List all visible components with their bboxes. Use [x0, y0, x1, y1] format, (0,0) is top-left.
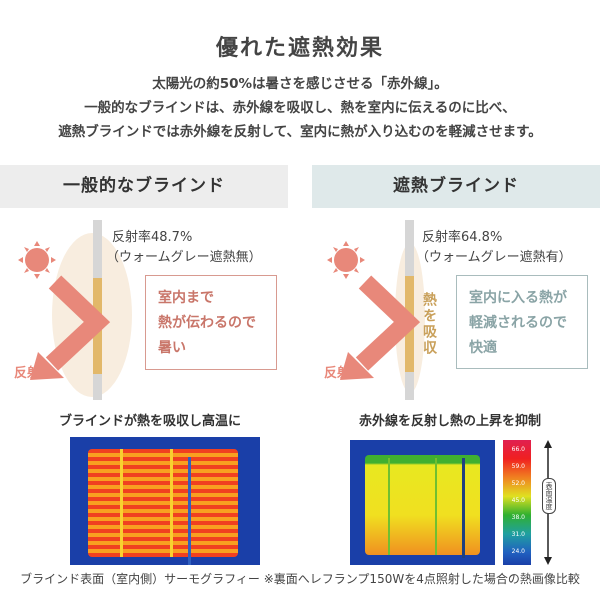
scale-tick: 59.0	[511, 463, 525, 470]
scale-label: 表面温度	[542, 478, 556, 514]
left-diagram	[18, 220, 132, 400]
left-caption: ブラインドが熱を吸収し高温に	[58, 414, 241, 429]
page-title: 優れた遮熱効果	[215, 36, 384, 61]
message-line: 暑い	[158, 340, 186, 356]
right-header: 遮熱ブラインド	[312, 165, 600, 208]
message-line: 快適	[469, 340, 497, 356]
scale-tick: 45.0	[511, 497, 525, 504]
lead-line-1: 太陽光の約50%は暑さを感じさせる「赤外線」。	[152, 76, 448, 92]
temperature-scale: 66.0 59.0 52.0 45.0 38.0 31.0 24.0	[503, 440, 531, 565]
left-message-box: 室内まで 熱が伝わるので 暑い	[145, 275, 277, 370]
absorb-label: 熱を吸収	[421, 292, 437, 356]
arrow-head	[30, 352, 64, 380]
right-reflect-label: 反射	[324, 366, 351, 381]
right-product: （ウォームグレー遮熱有）	[416, 250, 572, 265]
sun-icon	[327, 241, 365, 279]
scale-tick: 38.0	[511, 514, 525, 521]
scale-tick: 31.0	[511, 531, 525, 538]
lead-line-2: 一般的なブラインドは、赤外線を吸収し、熱を室内に伝えるのに比べ、	[84, 100, 516, 116]
left-reflect-label: 反射	[14, 366, 41, 381]
message-line: 軽減されるので	[469, 315, 567, 331]
diagram-illustrations	[18, 220, 425, 400]
right-diagram	[327, 220, 425, 400]
lead-line-3: 遮熱ブラインドでは赤外線を反射して、室内に熱が入り込むのを軽減させます。	[58, 124, 542, 140]
footer-note: ブラインド表面（室内側）サーモグラフィー ※裏面へレフランプ150Wを4点照射し…	[20, 572, 580, 586]
message-line: 室内に入る熱が	[469, 290, 567, 306]
left-product: （ウォームグレー遮熱無）	[106, 250, 262, 265]
right-thermal-image	[350, 440, 495, 565]
scale-tick: 24.0	[511, 548, 525, 555]
sun-icon	[18, 241, 56, 279]
right-reflectance: 反射率64.8%	[422, 230, 503, 245]
scale-tick: 66.0	[511, 446, 525, 453]
left-reflectance: 反射率48.7%	[112, 230, 193, 245]
left-header: 一般的なブラインド	[0, 165, 288, 208]
left-thermal-image	[70, 437, 260, 565]
right-message-box: 室内に入る熱が 軽減されるので 快適	[456, 275, 588, 369]
right-caption: 赤外線を反射し熱の上昇を抑制	[358, 414, 541, 429]
message-line: 熱が伝わるので	[158, 315, 256, 331]
reflect-arrow	[45, 275, 111, 371]
scale-tick: 52.0	[511, 480, 525, 487]
message-line: 室内まで	[158, 290, 214, 306]
